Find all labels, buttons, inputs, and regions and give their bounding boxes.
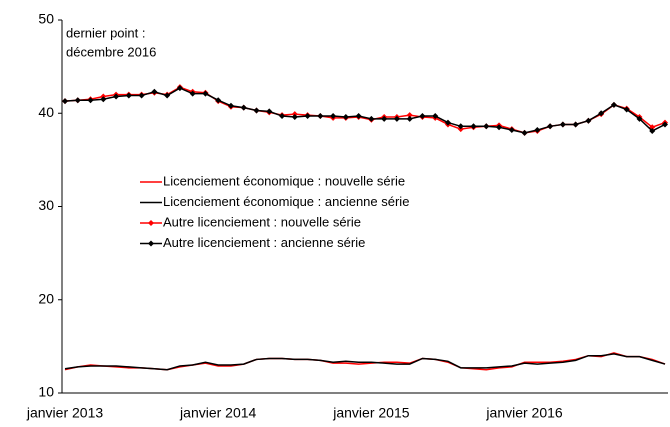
marker: [393, 115, 400, 122]
marker: [330, 113, 337, 120]
legend-label: Autre licenciement : ancienne série: [163, 235, 365, 250]
marker: [113, 93, 120, 100]
marker: [253, 107, 260, 114]
marker: [304, 113, 311, 120]
marker: [521, 129, 528, 136]
marker: [419, 113, 426, 120]
marker: [534, 127, 541, 134]
y-tick-label: 50: [38, 11, 54, 27]
y-tick-label: 10: [38, 384, 54, 400]
series-line: [64, 353, 666, 371]
marker: [240, 104, 247, 111]
marker: [62, 98, 68, 105]
y-tick-label: 40: [38, 104, 54, 120]
x-tick-label: janvier 2013: [26, 405, 103, 421]
marker: [215, 97, 222, 104]
marker: [176, 85, 183, 92]
marker: [342, 113, 349, 120]
marker: [457, 123, 464, 130]
marker: [125, 92, 132, 99]
y-tick-label: 20: [38, 290, 54, 306]
marker: [317, 113, 324, 120]
marker: [610, 101, 617, 108]
marker: [291, 113, 298, 120]
legend-label: Autre licenciement : nouvelle série: [163, 214, 361, 229]
marker: [87, 97, 94, 104]
marker: [444, 119, 451, 126]
marker: [406, 115, 413, 122]
marker: [138, 92, 145, 99]
marker: [164, 92, 171, 99]
marker: [355, 113, 362, 120]
marker: [202, 90, 209, 97]
marker: [508, 127, 515, 134]
legend-marker: [148, 240, 154, 247]
marker: [623, 106, 630, 113]
marker: [279, 113, 286, 120]
x-tick-label: janvier 2014: [179, 405, 256, 421]
marker: [368, 115, 375, 122]
marker: [585, 117, 592, 124]
x-tick-label: janvier 2016: [485, 405, 562, 421]
annotation: dernier point :: [66, 25, 146, 40]
marker: [74, 97, 81, 104]
marker: [483, 123, 490, 130]
marker: [470, 123, 477, 130]
marker: [266, 108, 273, 115]
legend-marker: [148, 220, 154, 226]
marker: [662, 121, 668, 128]
marker: [406, 112, 413, 119]
legend-label: Licenciement économique : nouvelle série: [163, 173, 405, 188]
marker: [381, 115, 388, 122]
marker: [151, 88, 158, 95]
marker: [649, 127, 656, 134]
x-tick-label: janvier 2015: [332, 405, 409, 421]
marker: [432, 113, 439, 120]
annotation: décembre 2016: [66, 44, 156, 59]
marker: [189, 90, 196, 97]
marker: [100, 96, 107, 103]
marker: [559, 121, 566, 128]
marker: [636, 115, 643, 122]
marker: [496, 124, 503, 131]
marker: [572, 121, 579, 128]
series-line: [64, 352, 666, 371]
marker: [547, 123, 554, 130]
marker: [227, 102, 234, 109]
y-tick-label: 30: [38, 197, 54, 213]
legend-label: Licenciement économique : ancienne série: [163, 194, 409, 209]
marker: [598, 110, 605, 117]
